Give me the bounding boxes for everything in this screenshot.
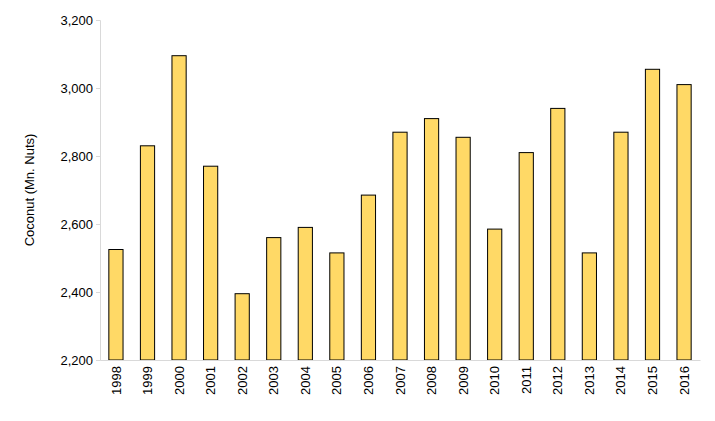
y-tick: 2,200	[60, 353, 100, 368]
x-tick: 2012	[550, 360, 565, 395]
x-tick: 2011	[519, 360, 534, 394]
y-axis-title: Coconut (Mn. Nuts)	[22, 134, 37, 247]
x-tick: 2005	[329, 360, 344, 395]
x-tick: 2010	[487, 360, 502, 395]
bar	[614, 132, 628, 360]
y-tick: 2,800	[60, 149, 100, 164]
x-tick: 2007	[393, 360, 408, 395]
y-tick-mark	[96, 224, 100, 225]
y-tick-label: 2,400	[60, 285, 93, 300]
bar	[298, 227, 312, 360]
x-tick-label: 2001	[203, 366, 218, 395]
y-tick: 3,000	[60, 81, 100, 96]
x-tick-label: 2006	[361, 366, 376, 395]
x-tick-label: 2008	[424, 366, 439, 395]
x-tick: 2006	[361, 360, 376, 395]
y-tick-mark	[96, 156, 100, 157]
x-tick-label: 2003	[266, 366, 281, 395]
x-axis: 1998 1999 2000 2001 2002 2003 2004 2005 2006 2007…	[101, 360, 701, 395]
x-tick-label: 2004	[298, 366, 313, 395]
y-tick: 2,600	[60, 217, 100, 232]
x-tick: 2013	[582, 360, 597, 395]
bar	[330, 253, 344, 360]
x-tick: 2008	[424, 360, 439, 395]
y-tick: 2,400	[60, 285, 100, 300]
x-tick-label: 2010	[487, 366, 502, 395]
bar	[488, 229, 502, 360]
y-tick-mark	[96, 88, 100, 89]
y-tick: 3,200	[60, 13, 100, 28]
x-tick-label: 2007	[393, 366, 408, 395]
x-tick: 2015	[645, 360, 660, 395]
x-tick-label: 2002	[235, 366, 250, 395]
y-tick-label: 2,800	[60, 149, 93, 164]
bar	[551, 108, 565, 360]
x-tick-label: 1998	[108, 366, 123, 395]
bar	[424, 119, 438, 360]
bar	[582, 253, 596, 360]
bar	[204, 166, 218, 360]
x-axis-line	[101, 360, 701, 361]
y-axis-line	[96, 21, 101, 361]
bar	[393, 132, 407, 360]
x-tick: 2009	[456, 360, 471, 395]
x-tick-label: 2013	[582, 366, 597, 395]
bar	[361, 195, 375, 360]
plot: 2,200 2,400 2,600 2,800 3,000 3,200 1998 1999 20…	[60, 13, 700, 395]
x-tick-label: 2014	[613, 366, 628, 395]
x-tick: 1998	[108, 360, 123, 395]
y-axis: 2,200 2,400 2,600 2,800 3,000 3,200	[60, 13, 100, 368]
y-tick-mark	[96, 20, 100, 21]
x-tick: 2014	[613, 360, 628, 395]
x-tick: 2003	[266, 360, 281, 395]
y-tick-mark	[96, 360, 100, 361]
bar	[519, 153, 533, 360]
x-tick-label: 2011	[519, 366, 534, 394]
bar	[140, 146, 154, 360]
y-tick-label: 3,000	[60, 81, 93, 96]
bar	[267, 238, 281, 360]
x-tick: 1999	[140, 360, 155, 395]
x-tick-label: 2009	[456, 366, 471, 395]
bar	[235, 294, 249, 360]
y-tick-label: 2,200	[60, 353, 93, 368]
y-tick-label: 2,600	[60, 217, 93, 232]
chart: 2,200 2,400 2,600 2,800 3,000 3,200 1998 1999 20…	[0, 0, 715, 421]
bars	[109, 56, 691, 360]
bar	[456, 137, 470, 360]
x-tick-label: 1999	[140, 366, 155, 395]
x-tick-label: 2015	[645, 366, 660, 395]
x-tick-label: 2005	[329, 366, 344, 395]
y-tick-label: 3,200	[60, 13, 93, 28]
x-tick-label: 2016	[677, 366, 692, 395]
bar	[645, 69, 659, 360]
x-tick: 2016	[677, 360, 692, 395]
x-tick-label: 2000	[172, 366, 187, 395]
x-tick: 2000	[172, 360, 187, 395]
x-tick-label: 2012	[550, 366, 565, 395]
x-tick: 2001	[203, 360, 218, 395]
x-tick: 2002	[235, 360, 250, 395]
bar	[109, 250, 123, 361]
y-tick-mark	[96, 292, 100, 293]
bar	[172, 56, 186, 360]
bar	[677, 85, 691, 360]
x-tick: 2004	[298, 360, 313, 395]
